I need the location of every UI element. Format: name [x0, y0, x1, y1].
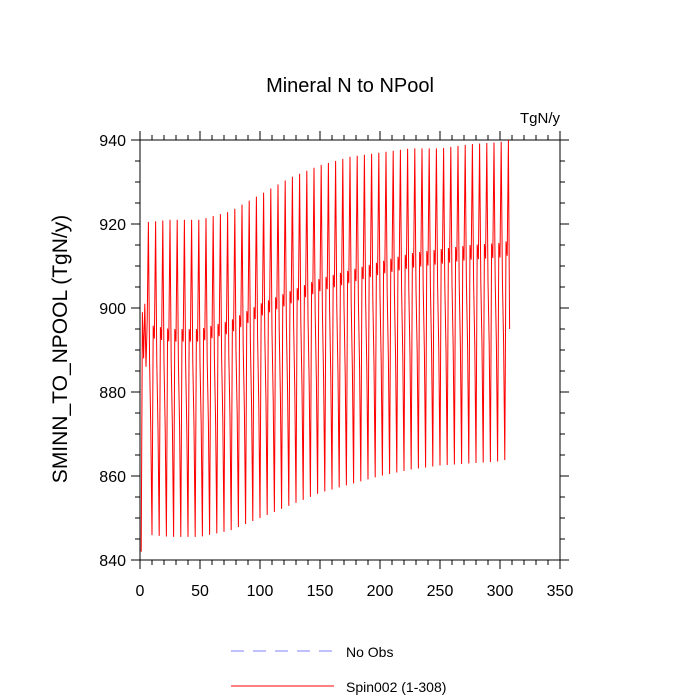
plot-area: 0 50 100 150 200 250 300 350 840 860 880 900 920 940 — [99, 131, 573, 600]
x-tick-label: 250 — [427, 583, 454, 600]
x-tick-label: 50 — [191, 583, 209, 600]
y-tick-label: 940 — [99, 133, 126, 150]
x-tick-labels: 0 50 100 150 200 250 300 350 — [136, 583, 574, 600]
series-line-spin002 — [140, 139, 511, 552]
legend-label-spin002: Spin002 (1-308) — [346, 679, 446, 695]
y-tick-label: 880 — [99, 385, 126, 402]
y-tick-label: 920 — [99, 217, 126, 234]
y-axis-label: SMINN_TO_NPOOL (TgN/y) — [49, 215, 72, 483]
legend-item-no-obs: No Obs — [231, 644, 393, 660]
x-tick-label: 350 — [547, 583, 574, 600]
legend-label-no-obs: No Obs — [346, 644, 393, 660]
y-tick-label: 860 — [99, 469, 126, 486]
y-tick-label: 840 — [99, 553, 126, 570]
tick-layer — [131, 131, 569, 569]
x-tick-label: 300 — [487, 583, 514, 600]
x-tick-label: 150 — [307, 583, 334, 600]
legend: No Obs Spin002 (1-308) — [231, 644, 446, 695]
y-tick-labels: 840 860 880 900 920 940 — [99, 133, 126, 570]
y-tick-label: 900 — [99, 301, 126, 318]
units-label: TgN/y — [520, 110, 561, 127]
x-tick-label: 200 — [367, 583, 394, 600]
chart-title: Mineral N to NPool — [266, 75, 434, 97]
legend-item-spin002: Spin002 (1-308) — [231, 679, 446, 695]
x-tick-label: 0 — [136, 583, 145, 600]
series-layer — [140, 139, 511, 552]
x-tick-label: 100 — [247, 583, 274, 600]
